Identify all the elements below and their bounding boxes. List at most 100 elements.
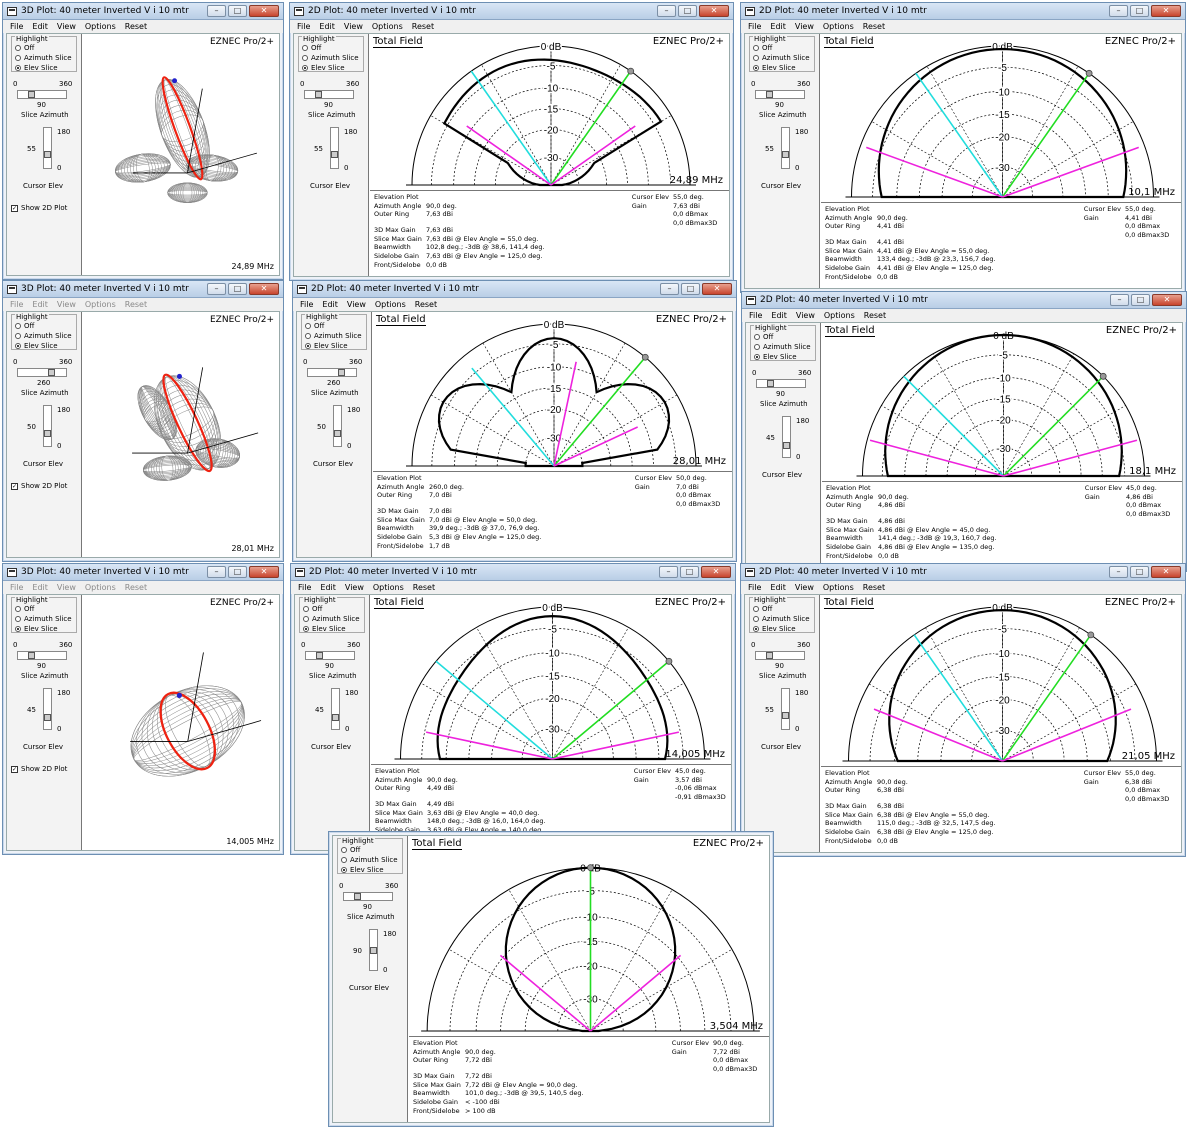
azimuth-slider[interactable] (343, 892, 393, 901)
slider-thumb[interactable] (315, 91, 322, 98)
close-button[interactable]: ✕ (702, 283, 732, 295)
show-2d-checkbox[interactable]: ✓ Show 2D Plot (11, 482, 67, 490)
elevation-slider[interactable] (782, 416, 791, 458)
slider-thumb[interactable] (332, 714, 339, 721)
menu-item-reset[interactable]: Reset (124, 583, 148, 592)
slider-thumb[interactable] (370, 947, 377, 954)
menu-item-options[interactable]: Options (823, 311, 855, 320)
menu-item-options[interactable]: Options (84, 22, 116, 31)
close-button[interactable]: ✕ (1151, 5, 1181, 17)
maximize-button[interactable]: □ (681, 283, 700, 295)
radio-azimuth-slice[interactable]: Azimuth Slice (305, 331, 362, 340)
radio-azimuth-slice[interactable]: Azimuth Slice (753, 53, 810, 62)
radio-off[interactable]: Off (15, 604, 34, 613)
radio-off[interactable]: Off (341, 845, 360, 854)
menu-item-edit[interactable]: Edit (32, 22, 48, 31)
minimize-button[interactable]: – (207, 5, 226, 17)
maximize-button[interactable]: □ (228, 283, 247, 295)
menu-item-reset[interactable]: Reset (411, 22, 435, 31)
maximize-button[interactable]: □ (1131, 294, 1150, 306)
radio-elev-slice[interactable]: Elev Slice (302, 63, 345, 72)
show-2d-checkbox[interactable]: ✓ Show 2D Plot (11, 765, 67, 773)
minimize-button[interactable]: – (207, 283, 226, 295)
slider-thumb[interactable] (354, 893, 361, 900)
azimuth-slider[interactable] (755, 651, 805, 660)
radio-off[interactable]: Off (15, 321, 34, 330)
slider-thumb[interactable] (782, 151, 789, 158)
close-button[interactable]: ✕ (701, 566, 731, 578)
maximize-button[interactable]: □ (678, 5, 697, 17)
menu-item-options[interactable]: Options (822, 583, 854, 592)
slider-thumb[interactable] (316, 652, 323, 659)
radio-azimuth-slice[interactable]: Azimuth Slice (754, 342, 811, 351)
radio-elev-slice[interactable]: Elev Slice (753, 63, 796, 72)
radio-azimuth-slice[interactable]: Azimuth Slice (753, 614, 810, 623)
elevation-slider[interactable] (331, 688, 340, 730)
menu-item-reset[interactable]: Reset (414, 300, 438, 309)
slider-thumb[interactable] (766, 652, 773, 659)
show-2d-checkbox[interactable]: ✓ Show 2D Plot (11, 204, 67, 212)
radio-off[interactable]: Off (303, 604, 322, 613)
maximize-button[interactable]: □ (680, 566, 699, 578)
azimuth-slider[interactable] (756, 379, 806, 388)
slider-thumb[interactable] (48, 369, 55, 376)
radio-elev-slice[interactable]: Elev Slice (341, 865, 384, 874)
menu-item-file[interactable]: File (298, 583, 312, 592)
radio-off[interactable]: Off (753, 604, 772, 613)
slider-thumb[interactable] (782, 712, 789, 719)
menu-item-file[interactable]: File (10, 583, 24, 592)
azimuth-slider[interactable] (305, 651, 355, 660)
menu-item-view[interactable]: View (795, 311, 815, 320)
azimuth-slider[interactable] (755, 90, 805, 99)
menu-item-file[interactable]: File (10, 300, 24, 309)
menu-item-view[interactable]: View (56, 583, 76, 592)
azimuth-slider[interactable] (304, 90, 354, 99)
minimize-button[interactable]: – (659, 566, 678, 578)
menu-item-view[interactable]: View (56, 300, 76, 309)
elevation-slider[interactable] (43, 688, 52, 730)
menu-item-reset[interactable]: Reset (412, 583, 436, 592)
radio-off[interactable]: Off (305, 321, 324, 330)
minimize-button[interactable]: – (1109, 566, 1128, 578)
menu-item-file[interactable]: File (300, 300, 314, 309)
radio-azimuth-slice[interactable]: Azimuth Slice (15, 614, 72, 623)
radio-elev-slice[interactable]: Elev Slice (15, 341, 58, 350)
menu-item-options[interactable]: Options (372, 583, 404, 592)
menu-item-reset[interactable]: Reset (862, 22, 886, 31)
maximize-button[interactable]: □ (1130, 566, 1149, 578)
azimuth-slider[interactable] (307, 368, 357, 377)
slider-thumb[interactable] (783, 442, 790, 449)
elevation-slider[interactable] (781, 688, 790, 730)
menu-item-view[interactable]: View (344, 583, 364, 592)
azimuth-slider[interactable] (17, 368, 67, 377)
elevation-slider[interactable] (330, 127, 339, 169)
menu-item-file[interactable]: File (297, 22, 311, 31)
minimize-button[interactable]: – (1109, 5, 1128, 17)
radio-off[interactable]: Off (754, 332, 773, 341)
menu-item-edit[interactable]: Edit (32, 300, 48, 309)
radio-azimuth-slice[interactable]: Azimuth Slice (302, 53, 359, 62)
radio-off[interactable]: Off (753, 43, 772, 52)
radio-off[interactable]: Off (15, 43, 34, 52)
minimize-button[interactable]: – (1110, 294, 1129, 306)
radio-azimuth-slice[interactable]: Azimuth Slice (15, 331, 72, 340)
close-button[interactable]: ✕ (1152, 294, 1182, 306)
radio-elev-slice[interactable]: Elev Slice (15, 624, 58, 633)
menu-item-view[interactable]: View (343, 22, 363, 31)
slider-thumb[interactable] (331, 151, 338, 158)
menu-item-options[interactable]: Options (371, 22, 403, 31)
radio-off[interactable]: Off (302, 43, 321, 52)
slider-thumb[interactable] (28, 91, 35, 98)
radio-elev-slice[interactable]: Elev Slice (303, 624, 346, 633)
radio-elev-slice[interactable]: Elev Slice (753, 624, 796, 633)
slider-thumb[interactable] (767, 380, 774, 387)
menu-item-edit[interactable]: Edit (320, 583, 336, 592)
close-button[interactable]: ✕ (249, 5, 279, 17)
menu-item-file[interactable]: File (748, 583, 762, 592)
menu-item-file[interactable]: File (749, 311, 763, 320)
slider-thumb[interactable] (28, 652, 35, 659)
menu-item-reset[interactable]: Reset (124, 300, 148, 309)
azimuth-slider[interactable] (17, 90, 67, 99)
close-button[interactable]: ✕ (699, 5, 729, 17)
elevation-slider[interactable] (781, 127, 790, 169)
